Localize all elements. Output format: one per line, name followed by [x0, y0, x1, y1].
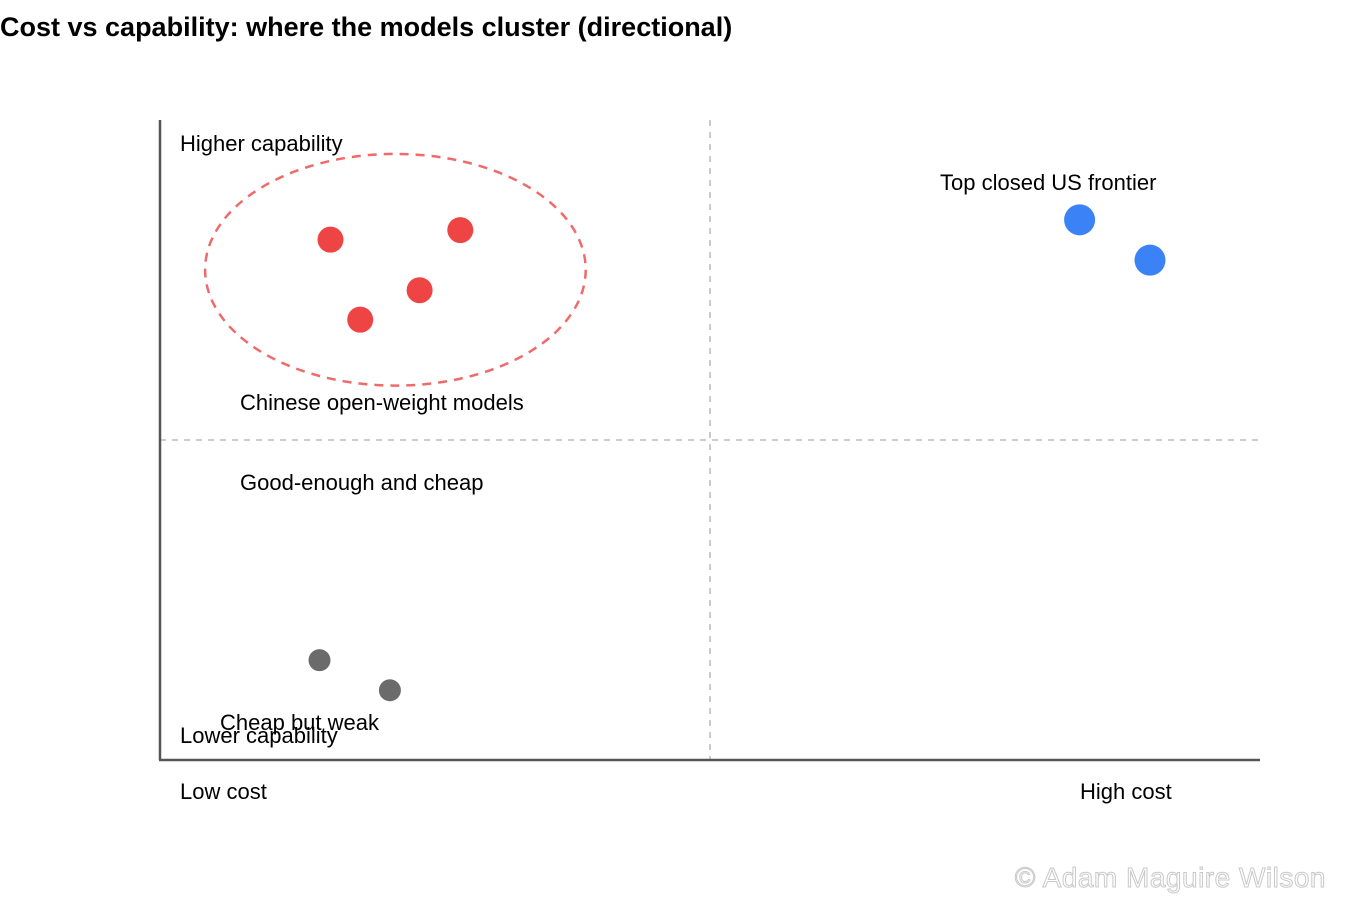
chinese-point-2	[447, 217, 474, 244]
chinese-point-4	[347, 306, 374, 333]
y-low-label: Lower capability	[180, 723, 338, 748]
chinese-cluster-highlight	[203, 152, 587, 387]
chart-title: Cost vs capability: where the models clu…	[0, 12, 733, 42]
good-enough-label: Good-enough and cheap	[240, 470, 483, 495]
cheap-weak-label: Cheap but weak	[220, 710, 380, 735]
us-point-1	[1064, 204, 1096, 236]
chinese-point-3	[406, 277, 433, 304]
x-high-label: High cost	[1080, 779, 1172, 804]
watermark: © Adam Maguire Wilson	[1014, 862, 1326, 894]
us-point-2	[1134, 244, 1166, 276]
us-frontier-label: Top closed US frontier	[940, 170, 1156, 195]
data-points	[308, 204, 1166, 702]
cheap-point-2	[378, 679, 401, 702]
chinese-models-label: Chinese open-weight models	[240, 390, 524, 415]
cheap-point-1	[308, 649, 331, 672]
y-high-label: Higher capability	[180, 131, 343, 156]
chinese-point-1	[317, 226, 344, 253]
x-low-label: Low cost	[180, 779, 267, 804]
